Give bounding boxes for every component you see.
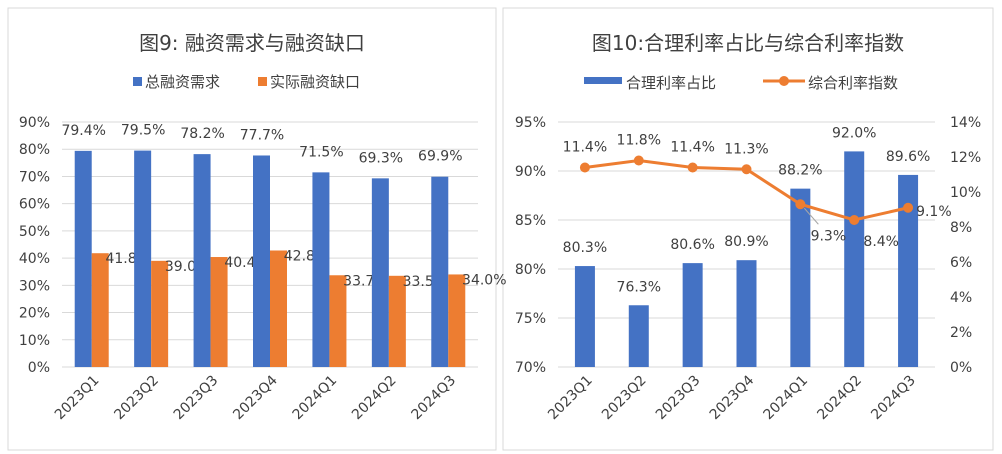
- leader-line: [803, 207, 819, 225]
- data-label-demand: 77.7%: [240, 127, 284, 143]
- y-right-tick-label: 2%: [950, 325, 972, 341]
- line-marker: [795, 199, 806, 210]
- data-label-bar: 80.9%: [724, 234, 768, 250]
- bar-gap: [151, 260, 169, 367]
- legend1-swatch-demand: [133, 77, 142, 86]
- y-left-tick-label: 80%: [515, 262, 546, 278]
- y-tick-label: 20%: [19, 306, 50, 322]
- y-tick-label: 40%: [19, 251, 50, 267]
- bar-demand: [193, 154, 211, 367]
- bar-gap: [388, 275, 406, 367]
- bar-gap: [210, 257, 228, 367]
- legend2-marker: [779, 76, 789, 86]
- y-left-tick-label: 85%: [515, 213, 546, 229]
- data-label-line: 11.4%: [563, 140, 607, 156]
- bar-reasonable-rate: [790, 188, 811, 367]
- bar-demand: [371, 178, 389, 367]
- legend1-label-demand: 总融资需求: [145, 73, 220, 91]
- data-label-demand: 79.4%: [61, 123, 105, 139]
- data-label-demand: 79.5%: [121, 123, 165, 139]
- bar-reasonable-rate: [628, 305, 649, 367]
- data-label-demand: 71.5%: [299, 144, 343, 160]
- data-label-gap: 34.0%: [462, 272, 506, 288]
- y-left-tick-label: 95%: [515, 115, 546, 131]
- y-right-tick-label: 8%: [950, 220, 972, 236]
- y-right-tick-label: 12%: [950, 150, 981, 166]
- data-label-bar: 89.6%: [886, 149, 930, 165]
- y-right-tick-label: 14%: [950, 115, 981, 131]
- data-label-demand: 69.3%: [359, 150, 403, 166]
- line-marker: [903, 202, 914, 213]
- data-label-bar: 80.3%: [563, 240, 607, 256]
- bar-reasonable-rate: [898, 174, 919, 367]
- y-right-tick-label: 4%: [950, 290, 972, 306]
- legend1-swatch-gap: [258, 77, 267, 86]
- data-label-bar: 76.3%: [617, 279, 661, 295]
- line-marker: [849, 215, 860, 225]
- bar-reasonable-rate: [574, 266, 595, 367]
- y-tick-label: 0%: [28, 360, 50, 376]
- bar-demand: [74, 150, 92, 367]
- bar-gap: [329, 275, 347, 367]
- y-left-tick-label: 70%: [515, 360, 546, 376]
- y-right-tick-label: 10%: [950, 185, 981, 201]
- line-marker: [579, 162, 590, 173]
- bar-reasonable-rate: [736, 260, 757, 367]
- data-label-demand: 78.2%: [180, 126, 224, 142]
- bar-demand: [134, 150, 152, 367]
- data-label-line: 11.4%: [670, 140, 714, 156]
- y-tick-label: 60%: [19, 197, 50, 213]
- data-label-bar: 92.0%: [832, 125, 876, 141]
- bar-demand: [431, 176, 449, 367]
- line-marker: [633, 155, 644, 166]
- chart1-title: 图9: 融资需求与融资缺口: [139, 31, 365, 55]
- y-left-tick-label: 75%: [515, 311, 546, 327]
- legend2-label-line: 综合利率指数: [808, 74, 898, 92]
- line-marker: [741, 164, 752, 175]
- chart2-title: 图10:合理利率占比与综合利率指数: [592, 31, 904, 55]
- bar-gap: [270, 250, 287, 367]
- legend2-swatch-bar: [584, 77, 622, 84]
- legend2-label-bar: 合理利率占比: [626, 74, 716, 92]
- data-label-line: 8.4%: [863, 234, 899, 250]
- data-label-line: 9.3%: [811, 228, 847, 244]
- bar-demand: [253, 155, 270, 367]
- bar-gap: [91, 253, 109, 367]
- y-tick-label: 80%: [19, 142, 50, 158]
- y-tick-label: 10%: [19, 333, 50, 349]
- y-right-tick-label: 0%: [950, 360, 972, 376]
- y-tick-label: 70%: [19, 169, 50, 185]
- y-left-tick-label: 90%: [515, 164, 546, 180]
- legend1-label-gap: 实际融资缺口: [270, 73, 360, 91]
- bar-demand: [312, 172, 330, 367]
- line-marker: [687, 162, 698, 173]
- bar-reasonable-rate: [682, 263, 703, 367]
- bar-gap: [448, 274, 466, 367]
- y-tick-label: 30%: [19, 278, 50, 294]
- data-label-line: 11.3%: [724, 141, 768, 157]
- data-label-line: 9.1%: [916, 204, 952, 220]
- y-tick-label: 50%: [19, 224, 50, 240]
- y-right-tick-label: 6%: [950, 255, 972, 271]
- data-label-demand: 69.9%: [418, 149, 462, 165]
- data-label-bar: 80.6%: [670, 237, 714, 253]
- y-tick-label: 90%: [19, 115, 50, 131]
- bar-reasonable-rate: [844, 151, 865, 367]
- data-label-bar: 88.2%: [778, 163, 822, 179]
- data-label-line: 11.8%: [617, 133, 661, 149]
